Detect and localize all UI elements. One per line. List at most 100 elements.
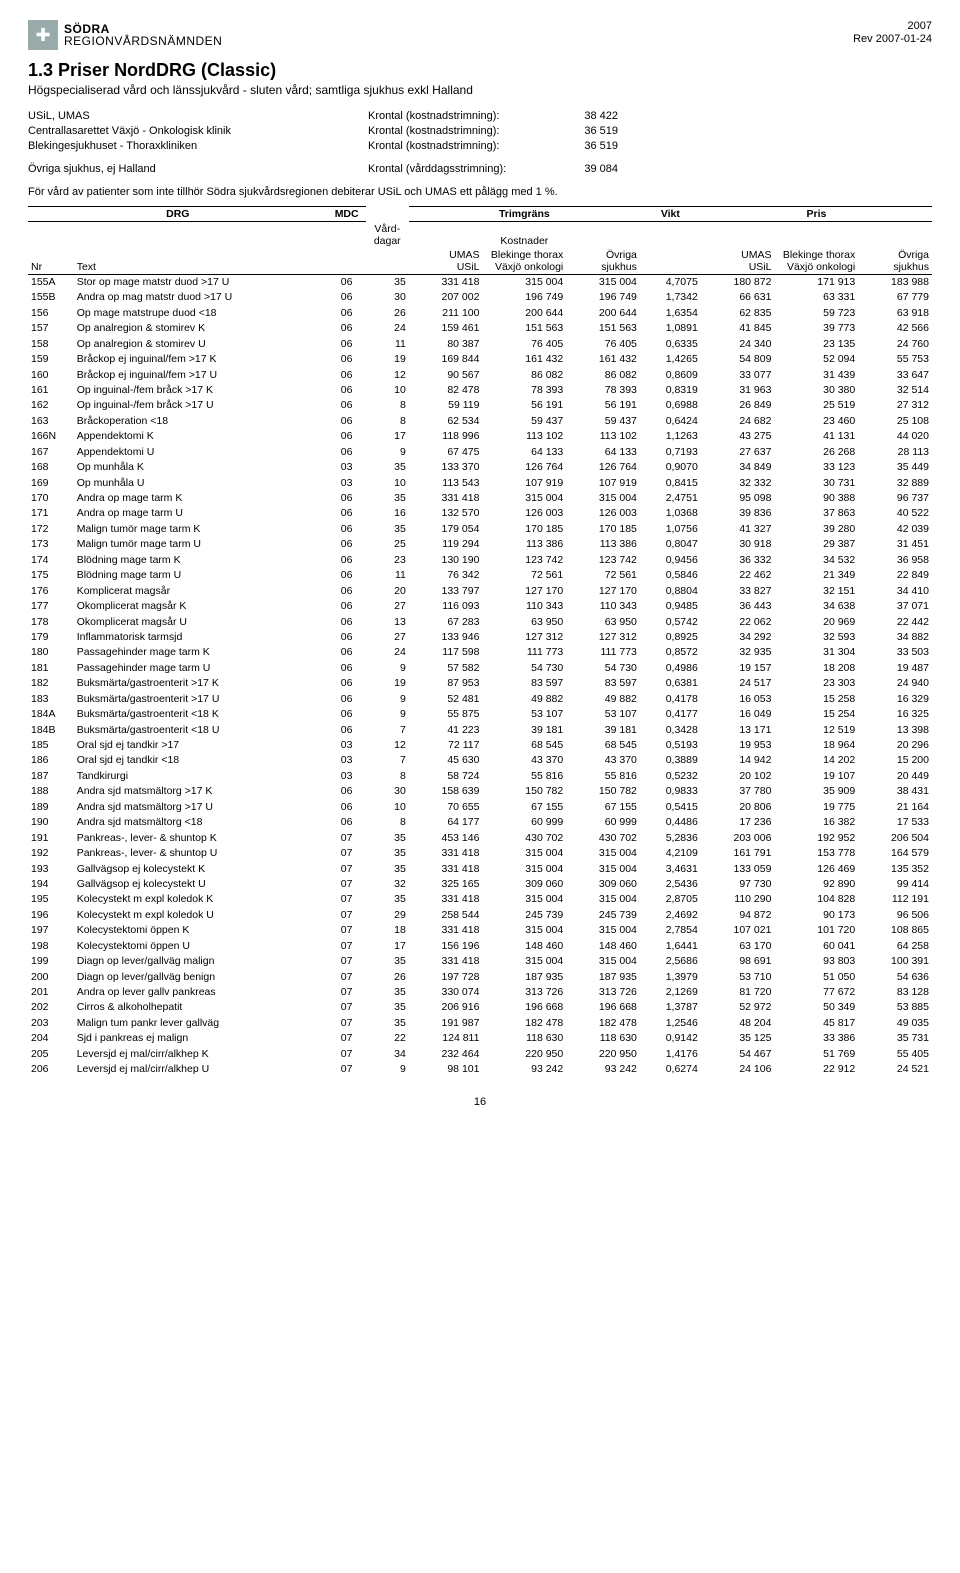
cell: 166N	[28, 429, 74, 444]
table-row: 176Komplicerat magsår0620133 797127 1701…	[28, 584, 932, 599]
cell: 192 952	[774, 831, 858, 846]
cell: Diagn op lever/gallväg benign	[74, 970, 328, 985]
cell: 331 418	[409, 923, 483, 938]
cell: 175	[28, 568, 74, 583]
cell: 178	[28, 615, 74, 630]
table-row: 156Op mage matstrupe duod <180626211 100…	[28, 306, 932, 321]
cell: 159 461	[409, 321, 483, 336]
cell: 53 885	[858, 1000, 932, 1015]
cell: 315 004	[566, 491, 640, 506]
cell: 184B	[28, 723, 74, 738]
cell: 14 942	[701, 753, 775, 768]
cell: 06	[328, 506, 366, 521]
cell: Kolecystektomi öppen K	[74, 923, 328, 938]
cell: 37 071	[858, 599, 932, 614]
cell: Leversjd ej mal/cirr/alkhep K	[74, 1047, 328, 1062]
cell: 26 849	[701, 398, 775, 413]
cell: 81 720	[701, 985, 775, 1000]
cell: 0,9833	[640, 784, 701, 799]
cell: 132 570	[409, 506, 483, 521]
cell: 124 811	[409, 1031, 483, 1046]
cell: 1,4176	[640, 1047, 701, 1062]
cell: Bråckop ej inguinal/fem >17 K	[74, 352, 328, 367]
cell: 179 054	[409, 522, 483, 537]
cell: 06	[328, 630, 366, 645]
cell: 31 963	[701, 383, 775, 398]
cell: 187 935	[482, 970, 566, 985]
cell: 83 597	[482, 676, 566, 691]
cell: 22 849	[858, 568, 932, 583]
cell: 112 191	[858, 892, 932, 907]
cell: 192	[28, 846, 74, 861]
cell: 55 816	[482, 769, 566, 784]
cell: 22 912	[774, 1062, 858, 1077]
cell: 2,1269	[640, 985, 701, 1000]
cell: 37 863	[774, 506, 858, 521]
cell: 32 935	[701, 645, 775, 660]
cell: 0,8925	[640, 630, 701, 645]
table-row: 155BAndra op mag matstr duod >17 U063020…	[28, 290, 932, 305]
cell: 315 004	[482, 274, 566, 290]
th-text: Text	[74, 248, 328, 275]
cell: 0,6335	[640, 337, 701, 352]
cell: 24 340	[701, 337, 775, 352]
meta-value: 36 519	[558, 124, 618, 139]
cell: 06	[328, 429, 366, 444]
meta-row: Blekingesjukhuset - Thoraxkliniken Kront…	[28, 139, 932, 154]
meta-org: USiL, UMAS	[28, 109, 368, 124]
cell: 23 135	[774, 337, 858, 352]
cell: 33 647	[858, 368, 932, 383]
cell: 63 331	[774, 290, 858, 305]
cell: 181	[28, 661, 74, 676]
cell: 1,2546	[640, 1016, 701, 1031]
cell: 23 460	[774, 414, 858, 429]
cell: 63 918	[858, 306, 932, 321]
meta-value: 38 422	[558, 109, 618, 124]
cell: 1,0756	[640, 522, 701, 537]
cell: 06	[328, 615, 366, 630]
cell: 32 889	[858, 476, 932, 491]
cell: 232 464	[409, 1047, 483, 1062]
cell: 06	[328, 306, 366, 321]
cell: 1,6354	[640, 306, 701, 321]
cell: 245 739	[566, 908, 640, 923]
th-nr: Nr	[28, 248, 74, 275]
cell: 315 004	[566, 274, 640, 290]
cell: 63 950	[566, 615, 640, 630]
cell: Andra op mag matstr duod >17 U	[74, 290, 328, 305]
cell: Komplicerat magsår	[74, 584, 328, 599]
cell: 2,5686	[640, 954, 701, 969]
meta-label: Krontal (kostnadstrimning):	[368, 139, 558, 154]
cell: 68 545	[566, 738, 640, 753]
cell: 315 004	[566, 862, 640, 877]
cell: 24	[366, 321, 409, 336]
cell: 42 566	[858, 321, 932, 336]
cell: 133 059	[701, 862, 775, 877]
cell: 24 521	[858, 1062, 932, 1077]
cell: 8	[366, 815, 409, 830]
cell: 22 442	[858, 615, 932, 630]
cell: 03	[328, 460, 366, 475]
cell: 07	[328, 939, 366, 954]
cell: 126 469	[774, 862, 858, 877]
cell: Stor op mage matstr duod >17 U	[74, 274, 328, 290]
cell: 148 460	[482, 939, 566, 954]
table-row: 166NAppendektomi K0617118 996113 102113 …	[28, 429, 932, 444]
table-row: 183Buksmärta/gastroenterit >17 U06952 48…	[28, 692, 932, 707]
cell: 42 039	[858, 522, 932, 537]
cell: Buksmärta/gastroenterit <18 U	[74, 723, 328, 738]
table-row: 173Malign tumör mage tarm U0625119 29411…	[28, 537, 932, 552]
cell: 101 720	[774, 923, 858, 938]
cell: 16 382	[774, 815, 858, 830]
cell: 17 533	[858, 815, 932, 830]
cell: 170 185	[482, 522, 566, 537]
cell: 30 918	[701, 537, 775, 552]
cell: 107 021	[701, 923, 775, 938]
cell: 1,0368	[640, 506, 701, 521]
cell: 27 312	[858, 398, 932, 413]
cell: Pankreas-, lever- & shuntop U	[74, 846, 328, 861]
cell: 40 522	[858, 506, 932, 521]
cell: Blödning mage tarm U	[74, 568, 328, 583]
cell: 173	[28, 537, 74, 552]
table-row: 162Op inguinal-/fem bråck >17 U06859 119…	[28, 398, 932, 413]
